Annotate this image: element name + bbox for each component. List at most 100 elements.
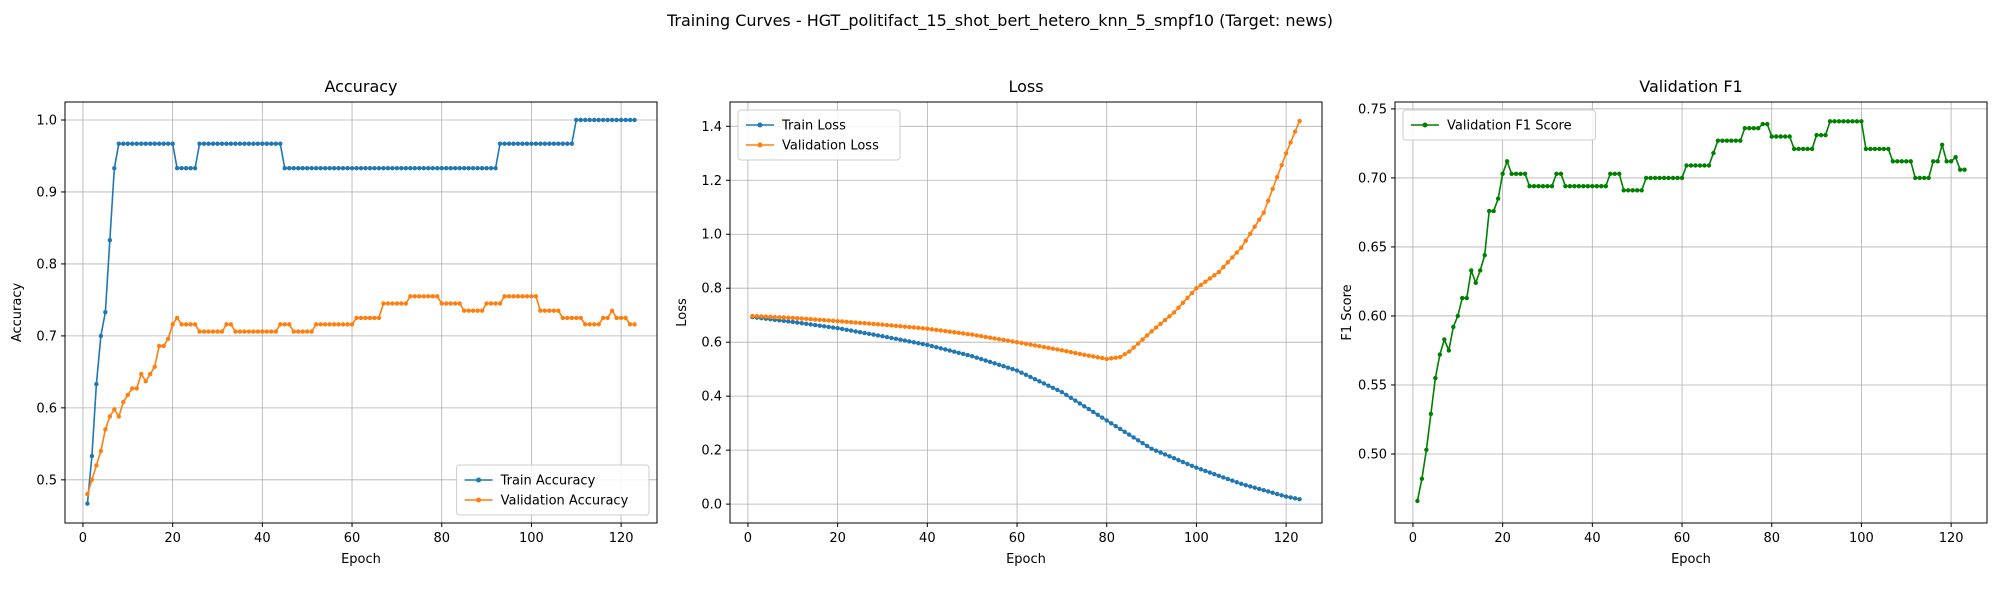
data-point-validation-accuracy	[304, 329, 310, 334]
data-point-validation-f1-score	[1962, 167, 1967, 172]
data-point-validation-f1-score	[1504, 159, 1510, 164]
data-point-validation-accuracy	[605, 315, 610, 321]
data-point-validation-f1-score	[1917, 175, 1922, 181]
data-point-validation-loss	[916, 325, 921, 331]
data-point-train-loss	[871, 332, 876, 337]
data-point-validation-loss	[889, 323, 894, 328]
data-point-train-loss	[1140, 440, 1145, 446]
series-train-loss	[750, 314, 1302, 502]
data-point-train-loss	[1037, 379, 1042, 384]
data-point-train-loss	[1104, 418, 1109, 423]
data-point-validation-accuracy	[201, 329, 207, 334]
x-tick-label: 20	[164, 531, 181, 546]
data-point-validation-f1-score	[1590, 184, 1595, 189]
series-validation-loss	[750, 118, 1302, 362]
data-point-train-accuracy	[533, 141, 539, 146]
data-point-validation-loss	[1010, 339, 1015, 344]
data-point-validation-accuracy	[103, 427, 108, 432]
data-point-train-loss	[1144, 443, 1150, 449]
y-tick-label: 0.60	[1358, 309, 1387, 324]
data-point-train-loss	[1297, 497, 1302, 502]
data-point-train-loss	[1203, 468, 1208, 474]
data-point-validation-accuracy	[287, 322, 292, 327]
data-point-validation-loss	[974, 333, 979, 338]
data-point-validation-f1-score	[1617, 171, 1622, 176]
data-point-validation-loss	[1055, 347, 1060, 352]
data-point-validation-loss	[1180, 300, 1186, 305]
data-point-train-accuracy	[349, 166, 355, 171]
data-point-validation-accuracy	[349, 322, 355, 327]
data-point-train-accuracy	[322, 166, 328, 171]
data-point-train-accuracy	[408, 166, 413, 171]
data-point-validation-loss	[1005, 338, 1011, 343]
data-point-validation-loss	[992, 336, 997, 341]
data-point-train-accuracy	[134, 141, 139, 146]
data-point-train-accuracy	[385, 166, 391, 171]
data-point-train-loss	[1032, 376, 1038, 382]
data-point-validation-f1-score	[1612, 171, 1617, 176]
data-point-validation-f1-score	[1774, 134, 1779, 139]
legend: Train Accuracy Validation Accuracy	[456, 464, 650, 516]
data-point-validation-f1-score	[1957, 167, 1963, 172]
data-point-validation-accuracy	[313, 322, 319, 327]
legend-marker-validation-accuracy	[476, 497, 482, 503]
data-point-train-accuracy	[583, 117, 588, 123]
data-point-train-accuracy	[183, 166, 189, 171]
data-point-validation-f1-score	[1935, 159, 1940, 164]
data-point-validation-loss	[1274, 174, 1280, 180]
data-point-validation-f1-score	[1877, 146, 1882, 152]
data-point-validation-accuracy	[506, 294, 512, 299]
data-point-train-accuracy	[623, 117, 628, 123]
x-tick-label: 40	[1584, 531, 1601, 546]
data-point-train-accuracy	[148, 141, 153, 146]
data-point-train-accuracy	[278, 141, 283, 146]
data-point-train-loss	[952, 349, 957, 354]
data-point-validation-loss	[902, 324, 908, 329]
data-point-validation-f1-score	[1832, 119, 1837, 124]
data-point-validation-f1-score	[1859, 119, 1864, 124]
data-point-validation-accuracy	[152, 364, 157, 370]
data-point-validation-loss	[1149, 329, 1154, 334]
data-point-validation-loss	[1162, 317, 1168, 323]
data-point-train-loss	[1014, 368, 1020, 373]
data-point-train-loss	[1086, 406, 1091, 412]
data-point-validation-accuracy	[529, 294, 534, 299]
data-point-train-loss	[1221, 475, 1226, 480]
data-point-train-loss	[1050, 385, 1056, 390]
data-point-validation-accuracy	[376, 315, 382, 321]
data-point-validation-f1-score	[1706, 163, 1712, 168]
data-point-validation-accuracy	[107, 414, 113, 419]
data-point-train-loss	[1279, 493, 1284, 498]
data-point-validation-f1-score	[1791, 146, 1797, 152]
data-point-validation-loss	[1023, 341, 1029, 347]
data-point-train-accuracy	[618, 117, 624, 123]
data-point-validation-loss	[1037, 344, 1042, 349]
data-point-train-loss	[1100, 415, 1105, 420]
data-point-validation-f1-score	[1800, 146, 1806, 152]
data-point-validation-f1-score	[1572, 184, 1577, 189]
y-tick-label: 0.50	[1358, 447, 1387, 462]
data-point-validation-loss	[839, 319, 845, 324]
data-point-train-accuracy	[296, 166, 301, 171]
data-point-train-loss	[821, 324, 827, 329]
data-point-validation-f1-score	[1536, 184, 1541, 189]
data-point-validation-accuracy	[318, 322, 323, 327]
data-point-validation-loss	[821, 317, 827, 323]
y-tick-label: 0.5	[36, 473, 57, 488]
data-point-train-accuracy	[264, 141, 270, 146]
data-point-validation-accuracy	[143, 379, 148, 384]
data-point-validation-accuracy	[94, 463, 99, 468]
data-point-train-loss	[1091, 409, 1096, 415]
data-point-train-loss	[1131, 435, 1136, 440]
data-point-validation-accuracy	[417, 294, 422, 299]
data-point-validation-f1-score	[1652, 175, 1658, 181]
data-point-validation-f1-score	[1419, 476, 1425, 482]
data-point-validation-loss	[1239, 245, 1244, 250]
data-point-train-accuracy	[417, 166, 422, 171]
data-point-train-accuracy	[421, 166, 426, 171]
data-point-validation-accuracy	[300, 329, 305, 334]
data-point-validation-accuracy	[372, 315, 377, 321]
data-point-validation-loss	[911, 325, 917, 330]
legend-label-train-accuracy: Train Accuracy	[500, 474, 596, 489]
